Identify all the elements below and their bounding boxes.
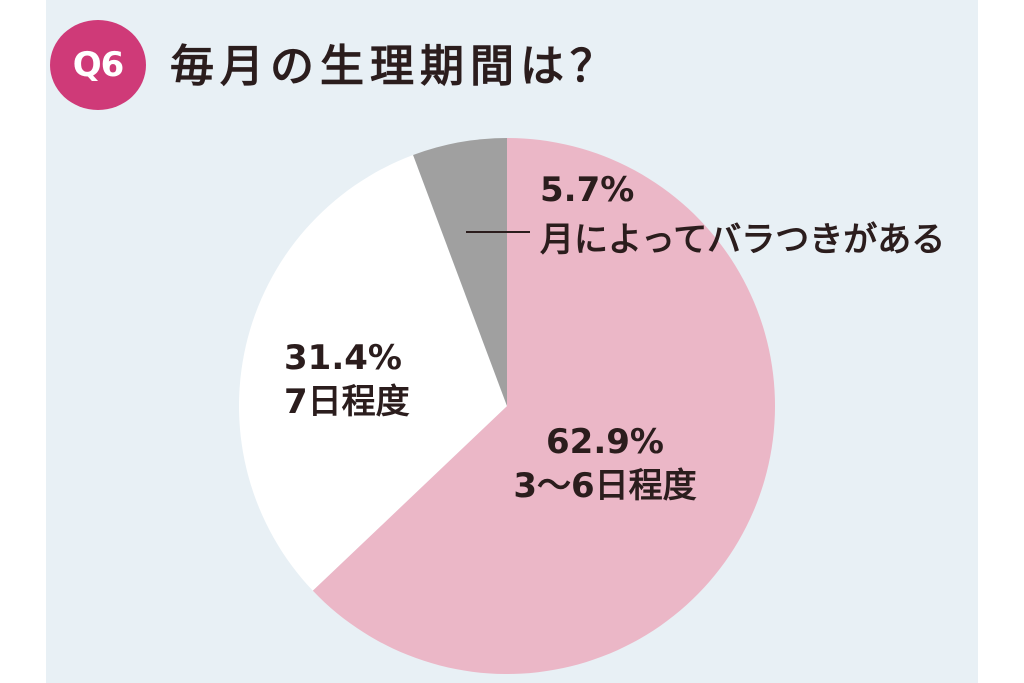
pie-slice-varies [413, 138, 507, 406]
pie-slice-3-6-days [312, 138, 776, 675]
question-badge: Q6 [50, 20, 146, 110]
pie-slice-7-days [239, 155, 508, 591]
slice-percent-label: 5.7% [540, 170, 635, 210]
slice-category-label: 月によってバラつきがある [540, 220, 946, 260]
slice-label-gray: 5.7% 月によってバラつきがある [540, 168, 945, 262]
question-number: Q6 [72, 45, 125, 85]
page-title: 毎月の生理期間は？ [170, 41, 620, 92]
slice-category-label: 7日程度 [284, 382, 410, 422]
slice-label-pink: 62.9% 3～6日程度 [500, 420, 710, 508]
slice-percent-label: 31.4% [284, 338, 402, 378]
slice-label-white: 31.4% 7日程度 [284, 336, 410, 424]
slice-category-label: 3～6日程度 [513, 466, 697, 506]
slice-percent-label: 62.9% [546, 422, 664, 462]
